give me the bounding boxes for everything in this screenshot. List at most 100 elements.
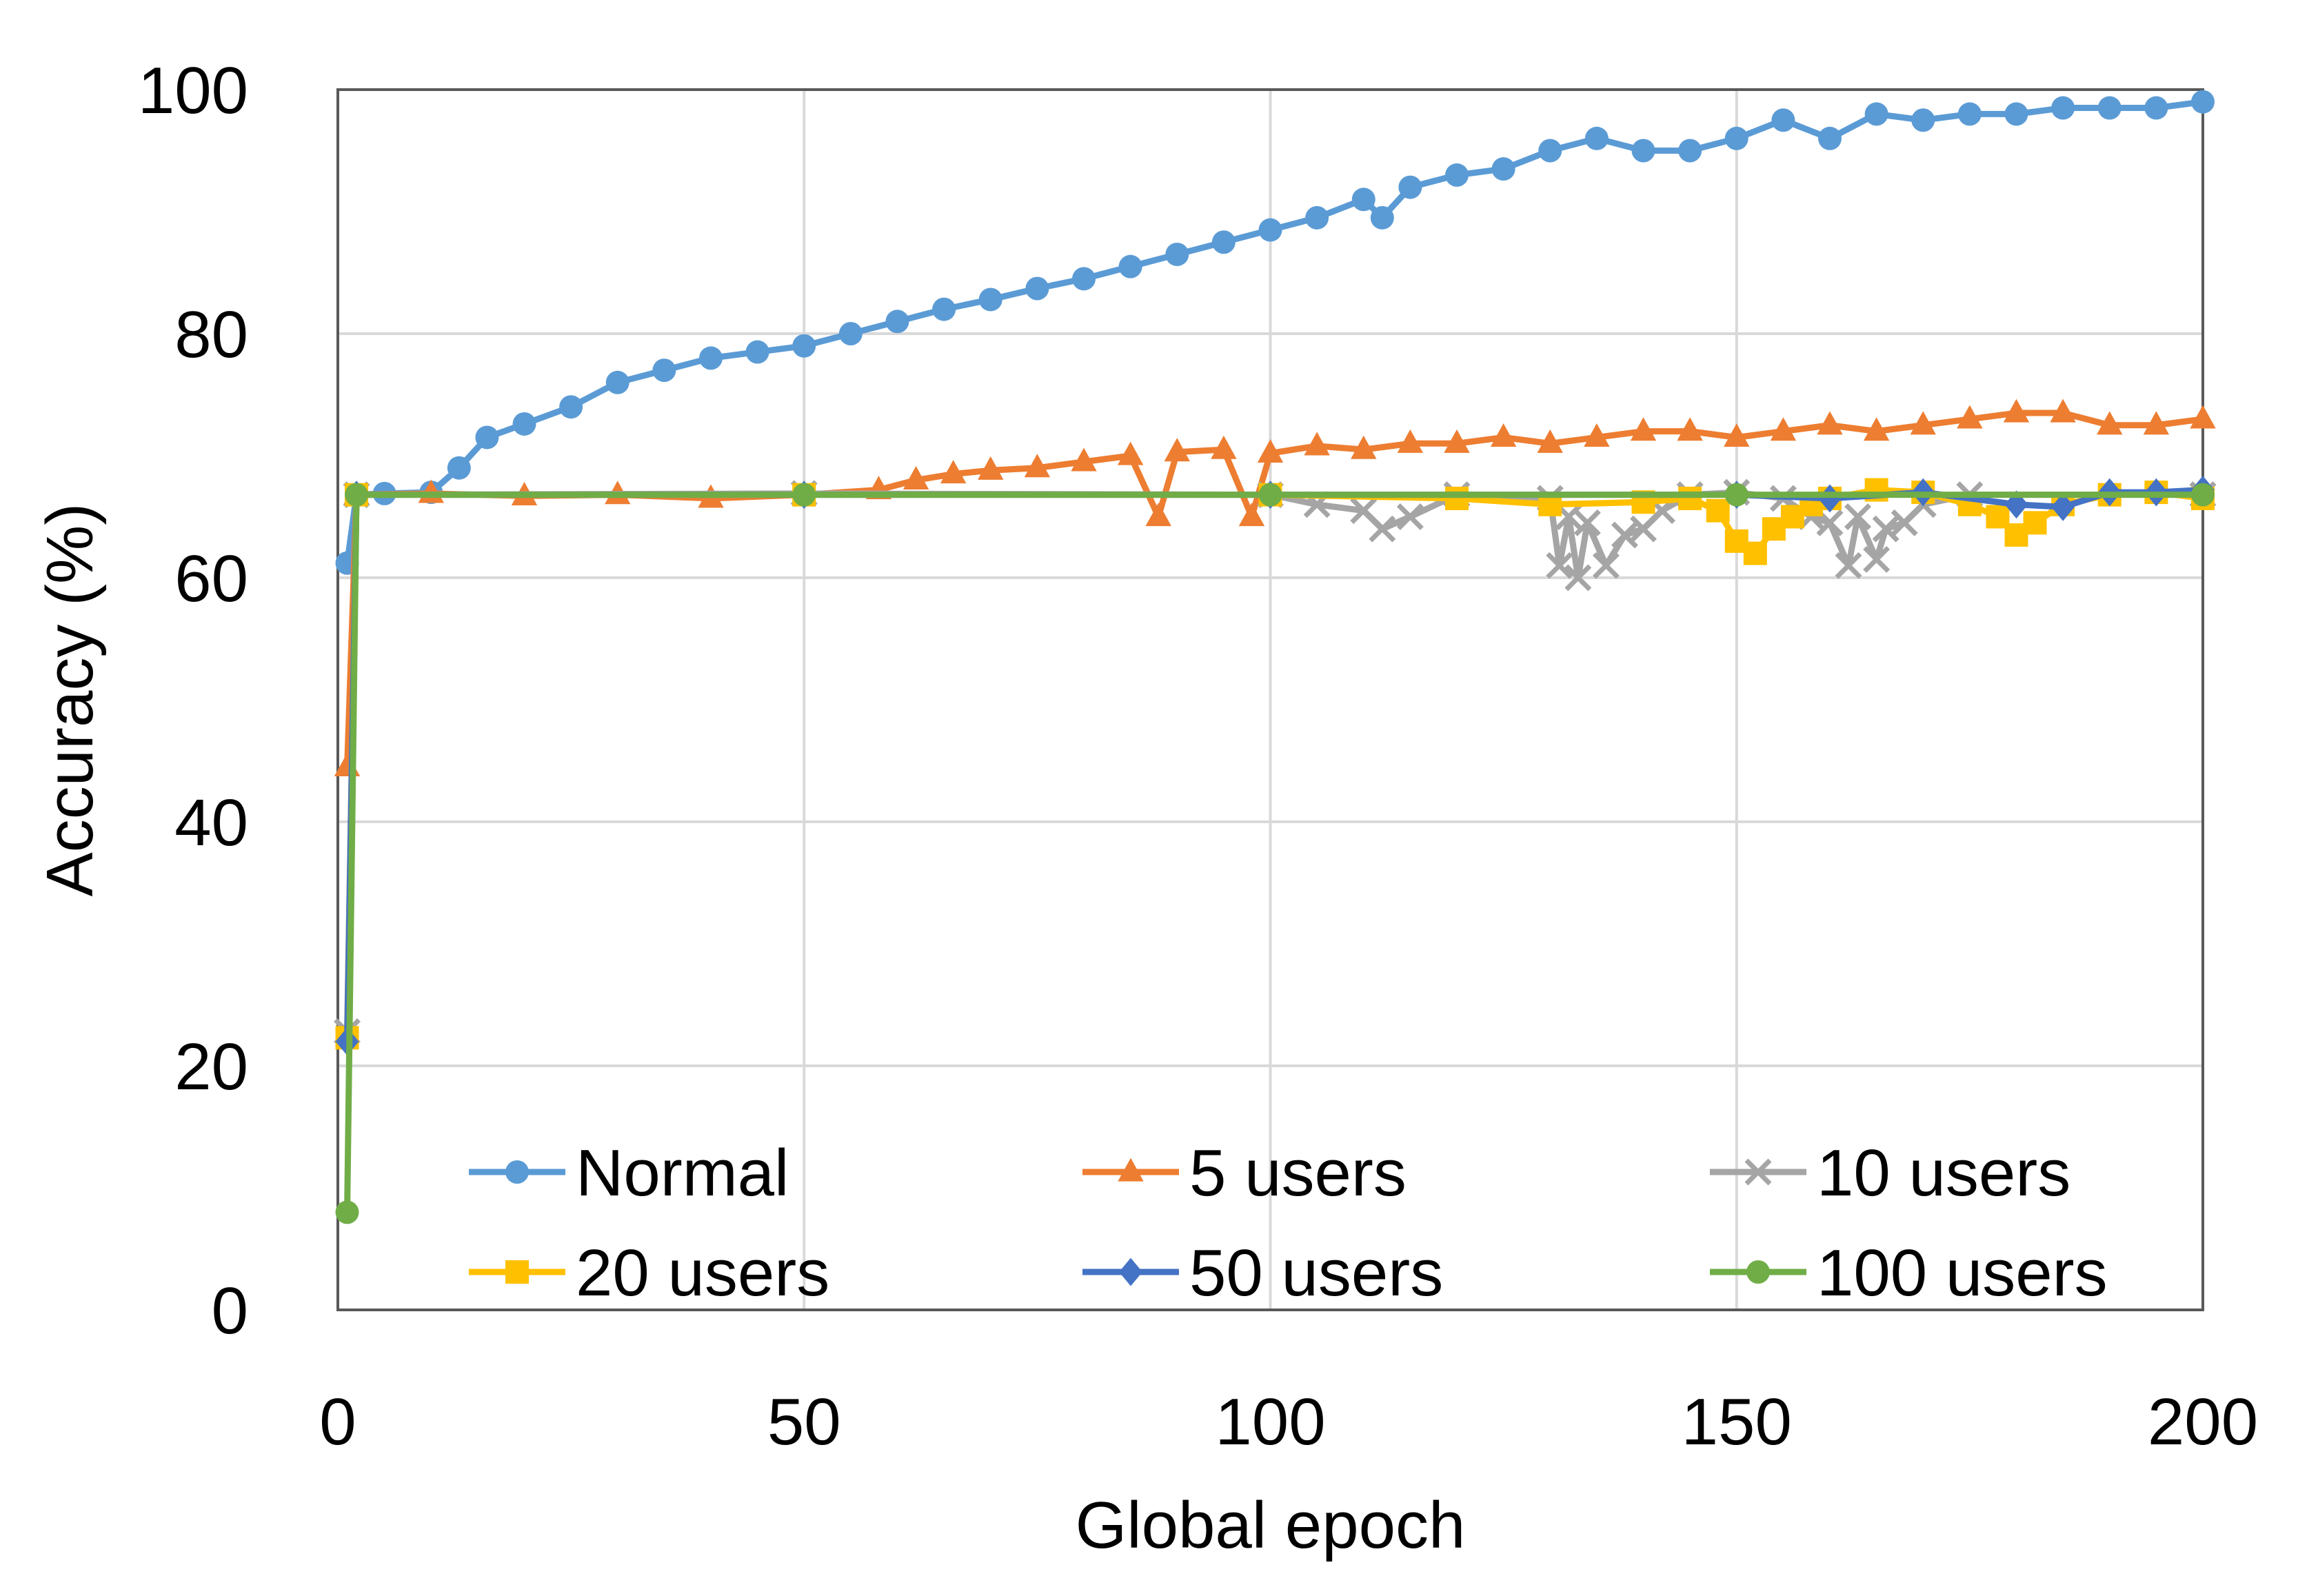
data-point: [1211, 230, 1236, 254]
data-point: [1724, 483, 1748, 507]
data-point: [447, 456, 471, 480]
tick-labels: 0 20 40 60 80 100 0 50 100 150 200: [138, 54, 2258, 1459]
data-point: [885, 310, 909, 334]
data-point: [1957, 405, 1983, 429]
data-point: [505, 1260, 529, 1284]
data-point: [512, 412, 536, 436]
data-point: [2144, 96, 2168, 120]
data-point: [1910, 411, 1936, 435]
data-point: [1564, 564, 1592, 592]
legend-label: Normal: [576, 1136, 789, 1210]
y-tick-label: 40: [174, 786, 248, 860]
data-point: [475, 425, 499, 449]
series-normal: [335, 90, 2215, 575]
data-point: [1071, 447, 1097, 472]
data-point: [1025, 276, 1049, 301]
series-100-users: [335, 483, 2215, 1224]
data-point: [1835, 552, 1862, 579]
data-point: [1631, 139, 1655, 163]
x-axis-label: Global epoch: [1076, 1488, 1466, 1562]
data-point: [2023, 511, 2047, 535]
data-point: [1369, 515, 1396, 543]
legend-item: 100 users: [1710, 1236, 2108, 1310]
data-point: [1818, 484, 1842, 513]
data-point: [2097, 411, 2123, 435]
data-point: [1304, 432, 1330, 456]
legend-label: 20 users: [576, 1236, 829, 1310]
data-point: [2004, 102, 2028, 126]
y-tick-label: 80: [174, 298, 248, 372]
x-tick-label: 150: [1682, 1385, 1792, 1459]
x-tick-label: 0: [319, 1385, 356, 1459]
data-point: [1818, 126, 1842, 150]
data-point: [1724, 126, 1748, 150]
data-point: [1706, 498, 1730, 523]
legend-item: 50 users: [1082, 1236, 1443, 1310]
data-point: [1258, 218, 1282, 242]
data-point: [1444, 429, 1470, 453]
data-point: [1957, 102, 1982, 126]
data-point: [1398, 175, 1422, 199]
legend: Normal 5 users 10 users 20 users 50 users 100…: [469, 1136, 2108, 1310]
data-point: [1592, 552, 1620, 579]
data-point: [745, 340, 769, 364]
data-point: [1864, 102, 1888, 126]
y-tick-label: 100: [138, 54, 248, 128]
data-point: [1573, 509, 1601, 536]
data-point: [1351, 435, 1377, 459]
data-point: [1770, 417, 1797, 441]
data-point: [1584, 126, 1609, 150]
legend-label: 10 users: [1817, 1136, 2070, 1210]
data-point: [1863, 417, 1890, 441]
x-tick-label: 200: [2148, 1385, 2258, 1459]
data-point: [1117, 441, 1144, 465]
data-point: [1724, 423, 1750, 447]
series-10-users: [334, 478, 2217, 1045]
data-point: [2191, 90, 2215, 114]
legend-item: 20 users: [469, 1236, 829, 1310]
data-point: [1678, 139, 1702, 163]
data-point: [1165, 242, 1189, 266]
data-point: [978, 456, 1004, 480]
data-point: [559, 395, 583, 419]
data-point: [1817, 411, 1843, 435]
data-point: [2050, 398, 2076, 423]
data-point: [1546, 552, 1573, 579]
series-line: [344, 492, 2203, 1213]
data-point: [1538, 139, 1562, 163]
data-point: [1238, 503, 1265, 527]
data-point: [932, 297, 956, 321]
plot-area-border: [336, 88, 2204, 1311]
data-point: [2051, 96, 2075, 120]
data-point: [1258, 483, 1282, 507]
data-point: [699, 346, 723, 370]
data-point: [1863, 545, 1891, 573]
data-point: [1611, 521, 1638, 549]
data-point: [1584, 423, 1610, 447]
data-point: [1537, 429, 1563, 453]
data-point: [1305, 205, 1329, 230]
data-point: [792, 334, 816, 358]
data-point: [345, 483, 369, 507]
data-point: [1118, 254, 1142, 279]
data-point: [1119, 1257, 1142, 1286]
y-tick-label: 60: [174, 542, 248, 616]
data-point: [940, 460, 967, 484]
y-axis-label: Accuracy (%): [33, 503, 107, 897]
data-point: [1072, 267, 1096, 291]
legend-label: 100 users: [1817, 1236, 2108, 1310]
data-point: [1844, 503, 1872, 530]
data-point: [2143, 411, 2170, 435]
data-point: [978, 287, 1002, 312]
data-point: [1677, 417, 1703, 441]
data-point: [2097, 96, 2121, 120]
legend-item: 5 users: [1082, 1136, 1407, 1210]
legend-label: 50 users: [1189, 1236, 1443, 1310]
data-point: [1490, 423, 1517, 447]
data-point: [792, 483, 816, 507]
data-point: [2190, 405, 2216, 429]
data-point: [1351, 188, 1375, 212]
data-point: [1145, 503, 1171, 527]
data-point: [505, 1160, 529, 1184]
